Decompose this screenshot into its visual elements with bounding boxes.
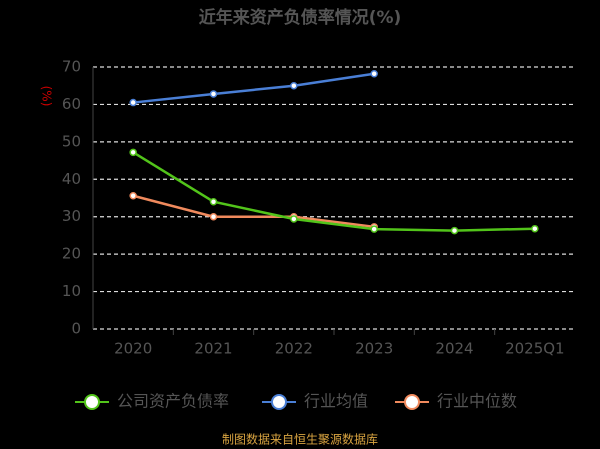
- point: [531, 224, 539, 233]
- point: [209, 197, 218, 206]
- legend-label: 行业中位数: [437, 392, 517, 411]
- chart-title: 近年来资产负债率情况(%): [199, 7, 402, 28]
- point: [129, 98, 137, 107]
- x-tick-label: 2025Q1: [505, 340, 565, 358]
- point: [129, 192, 137, 200]
- y-tick-label: 30: [62, 207, 81, 225]
- point: [370, 69, 378, 78]
- legend-marker: [271, 394, 287, 410]
- legend-marker: [404, 394, 420, 410]
- y-tick-label: 40: [62, 170, 81, 188]
- x-tick-label: 2021: [194, 340, 232, 358]
- x-tick-label: 2023: [355, 340, 393, 358]
- point: [129, 148, 137, 157]
- series-line: [132, 151, 535, 232]
- y-tick-label: 70: [62, 58, 81, 76]
- point: [290, 215, 298, 223]
- legend-label: 公司资产负债率: [117, 392, 229, 411]
- source: 制图数据来自恒生聚源数据库: [222, 432, 378, 447]
- legend-label: 行业均值: [304, 392, 368, 411]
- legend-marker: [84, 394, 100, 410]
- y-tick-label: 20: [62, 245, 81, 263]
- point: [370, 225, 378, 233]
- y-tick-label: 50: [62, 132, 81, 150]
- y-tick-label: 10: [62, 282, 81, 300]
- point: [450, 226, 459, 235]
- point: [209, 212, 218, 221]
- y-tick-label: 60: [62, 95, 81, 113]
- y-axis-label: (%): [40, 86, 54, 107]
- point: [209, 90, 218, 98]
- y-tick-label: 0: [71, 320, 81, 338]
- x-tick-label: 2024: [435, 340, 473, 358]
- point: [290, 81, 298, 90]
- x-tick-label: 2020: [114, 340, 152, 358]
- x-tick-label: 2022: [275, 340, 313, 358]
- series-line: [132, 194, 375, 229]
- series-line: [133, 72, 375, 104]
